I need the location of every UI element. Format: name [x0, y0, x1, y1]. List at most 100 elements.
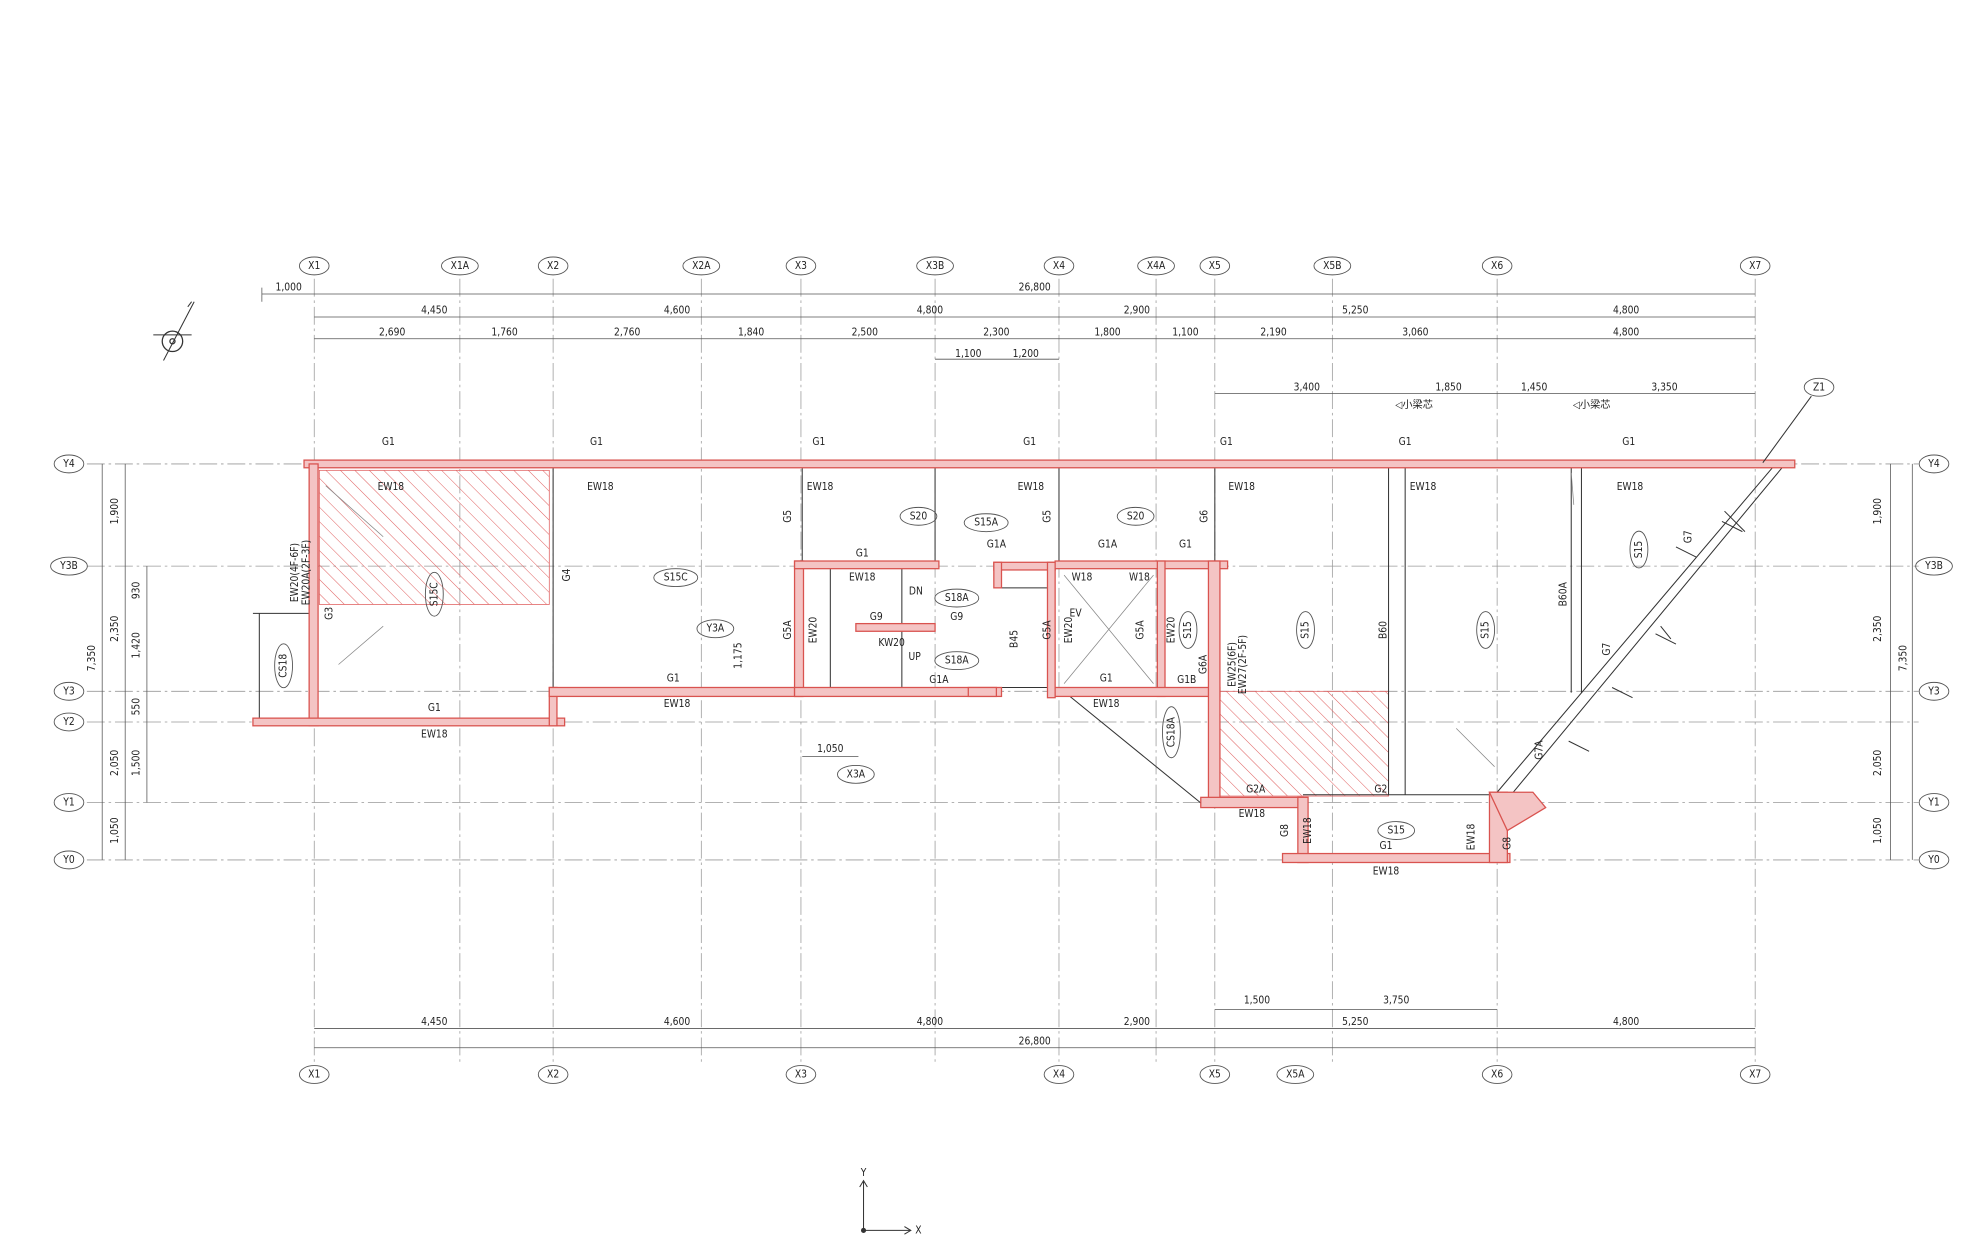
label-circle	[1377, 821, 1416, 840]
grid-label: X1	[308, 1070, 320, 1081]
label-circle	[424, 571, 444, 617]
label-circle	[1481, 256, 1513, 276]
member-label: S15	[1481, 621, 1492, 639]
dimension: 1,420	[132, 632, 143, 658]
member-label: B60A	[1559, 581, 1570, 606]
hatched-areas	[318, 469, 1389, 797]
label-circle	[1476, 611, 1496, 649]
label-circle	[53, 793, 85, 812]
member-label: G9	[950, 612, 963, 623]
member-label: G1	[1100, 674, 1113, 685]
member-label: G5	[783, 510, 794, 523]
grid-label: X3	[795, 1070, 807, 1081]
label-circle	[653, 568, 699, 588]
dimension: 1,500	[132, 750, 143, 776]
member-label: G6	[1200, 510, 1211, 523]
member-label: G8	[1280, 824, 1291, 837]
dimension: 930	[132, 581, 143, 599]
member-label: EW18	[1093, 699, 1120, 710]
label-circle	[53, 712, 85, 732]
label-circle	[1043, 1065, 1075, 1084]
member-label: G1	[428, 703, 441, 714]
dimension: 1,200	[1013, 349, 1039, 360]
grid-label: X4	[1053, 261, 1065, 272]
label-circle	[1915, 556, 1953, 576]
dimension: 3,400	[1294, 382, 1320, 393]
dimension: 2,350	[1873, 615, 1884, 641]
grid-label: Y4	[62, 459, 75, 470]
member-label: G5A	[783, 620, 794, 640]
dimension: 2,350	[110, 615, 121, 641]
member-label: G1A	[987, 539, 1007, 550]
label-circle	[1116, 506, 1155, 526]
dimension: 4,450	[421, 1017, 447, 1028]
member-label: EW18	[1018, 482, 1045, 493]
dimension: 1,000	[276, 283, 302, 294]
member-label: EW18	[664, 699, 691, 710]
member-label: S15	[1183, 621, 1194, 639]
dimension: 26,800	[1019, 283, 1051, 294]
dimension: 1,760	[491, 327, 517, 338]
member-label: S15C	[664, 573, 688, 584]
dimension: 1,450	[1521, 382, 1547, 393]
label-circle	[537, 256, 569, 276]
member-label: G7A	[1534, 740, 1545, 760]
member-label: EW18	[1228, 482, 1255, 493]
xy-axis	[859, 1179, 912, 1235]
label-circle	[298, 256, 330, 276]
member-label: CS18A	[1166, 716, 1177, 747]
label-circle	[1918, 793, 1950, 812]
dimension: 2,900	[1124, 306, 1150, 317]
note: ◁小梁芯	[1573, 398, 1611, 411]
label-circle	[537, 1065, 569, 1084]
member-label: KW20	[878, 638, 905, 649]
grid-label: X5A	[1286, 1070, 1305, 1081]
label-circle	[682, 256, 721, 276]
member-label: G2	[1374, 785, 1387, 796]
axis-label: Y	[860, 1168, 867, 1179]
member-label: EW18	[807, 482, 834, 493]
member-label: EW18	[378, 482, 405, 493]
dimension: 1,175	[733, 642, 744, 668]
member-label: S20	[1127, 511, 1145, 522]
grid-label: Y3	[62, 686, 75, 697]
label-circle	[1043, 256, 1075, 276]
member-label: W18	[1072, 573, 1093, 584]
member-label: G5A	[1042, 620, 1053, 640]
label-circle	[916, 256, 954, 276]
member-label: S15	[1634, 541, 1645, 559]
member-label: G3	[325, 607, 336, 620]
label-circle	[1313, 256, 1352, 276]
label-circle	[1199, 1065, 1231, 1084]
dimension: 2,300	[983, 327, 1009, 338]
dimension: 26,800	[1019, 1036, 1051, 1047]
member-label: S18A	[945, 656, 970, 667]
member-label: EW20(4F-6F)	[290, 543, 301, 602]
member-label: S15	[1387, 826, 1405, 837]
grid-label: Y0	[62, 855, 75, 866]
label-circle	[963, 513, 1009, 533]
dimension: 1,800	[1094, 327, 1120, 338]
member-label: S18A	[945, 593, 970, 604]
member-label: EW20A(2F-3F)	[302, 540, 313, 606]
member-label: B60	[1378, 621, 1389, 639]
label-circle	[441, 256, 479, 276]
member-label: EW18	[1410, 482, 1437, 493]
dimension: 2,900	[1124, 1017, 1150, 1028]
label-circle	[1178, 611, 1198, 649]
member-label: G1	[382, 437, 395, 448]
label-circle	[1629, 530, 1649, 569]
north-arrow	[153, 301, 195, 361]
grid-label: X5B	[1323, 261, 1341, 272]
dimension: 7,350	[87, 645, 98, 671]
label-circle	[53, 681, 85, 701]
label-circle	[1137, 256, 1175, 276]
member-label: EW18	[1239, 809, 1266, 820]
dimension: 1,050	[1873, 817, 1884, 843]
grid-label: Y4	[1927, 459, 1940, 470]
grid-lines	[86, 278, 1919, 1064]
member-label: G6A	[1198, 654, 1209, 674]
dimension: 2,690	[379, 327, 405, 338]
dimension: 4,600	[664, 306, 690, 317]
